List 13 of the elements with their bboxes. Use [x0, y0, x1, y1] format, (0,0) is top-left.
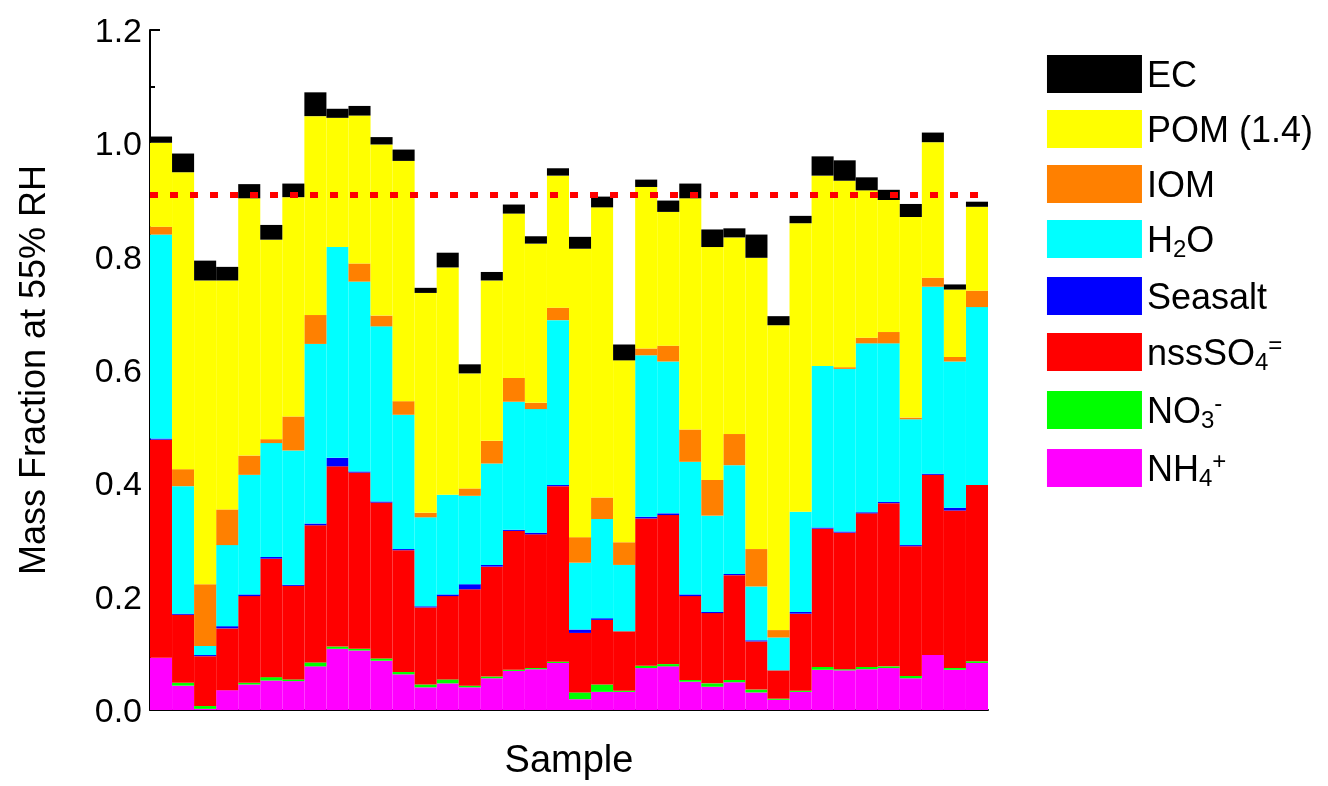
legend-label: EC: [1146, 53, 1197, 95]
y-tick-label: 0.0: [94, 691, 142, 729]
y-tick-label: 0.2: [94, 577, 142, 616]
x-axis-title: Sample: [504, 738, 634, 780]
y-axis-title: Mass Fraction at 55% RH: [11, 164, 53, 576]
y-tick-label: 0.4: [94, 464, 142, 503]
y-tick-label: 1.0: [94, 124, 142, 163]
y-tick-label: 0.8: [94, 237, 142, 276]
legend-label: IOM: [1146, 163, 1215, 205]
y-tick-label: 1.2: [94, 11, 142, 49]
legend-label: Seasalt: [1146, 275, 1268, 317]
legend-label: POM (1.4): [1146, 108, 1314, 150]
y-tick-label: 0.6: [94, 351, 142, 389]
